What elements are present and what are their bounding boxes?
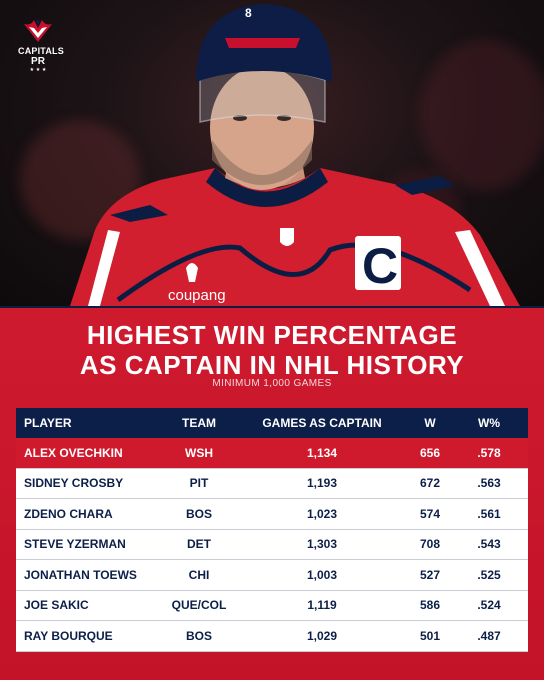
- beard: [212, 140, 312, 185]
- logo-text-capitals: CAPITALS: [18, 46, 64, 56]
- eagle-icon: [24, 19, 52, 42]
- cell-games: 1,029: [306, 628, 338, 643]
- table-row: JONATHAN TOEWS CHI 1,003 527 .525: [16, 560, 528, 591]
- cell-win-pct: .524: [477, 598, 501, 613]
- header-team: TEAM: [182, 416, 216, 430]
- cell-win-pct: .487: [477, 628, 501, 643]
- cell-player: ALEX OVECHKIN: [24, 445, 123, 460]
- cell-team: DET: [187, 537, 211, 552]
- logo-stars: ★ ★ ★: [29, 67, 47, 73]
- face: [210, 66, 314, 190]
- cell-games: 1,193: [306, 476, 338, 491]
- jersey: [70, 168, 520, 306]
- cell-player: RAY BOURQUE: [24, 628, 113, 643]
- cell-player: STEVE YZERMAN: [24, 537, 126, 552]
- cell-wins: 708: [419, 537, 441, 552]
- header-games: GAMES AS CAPTAIN: [262, 416, 382, 430]
- cell-games: 1,003: [306, 567, 338, 582]
- captain-patch: [355, 236, 401, 290]
- cell-wins: 574: [419, 506, 441, 521]
- visor: [199, 69, 326, 123]
- jersey-collar: [206, 168, 328, 207]
- table-row: ZDENO CHARA BOS 1,023 574 .561: [16, 499, 528, 530]
- cell-win-pct: .543: [477, 537, 501, 552]
- cell-wins: 501: [419, 628, 441, 643]
- cell-win-pct: .525: [477, 567, 501, 582]
- cell-games: 1,303: [306, 537, 338, 552]
- cell-win-pct: .578: [477, 445, 501, 460]
- cell-team: PIT: [189, 476, 209, 491]
- table-header-row: PLAYER TEAM GAMES AS CAPTAIN W W%: [16, 408, 528, 438]
- subtitle: MINIMUM 1,000 GAMES: [212, 378, 332, 389]
- title-line-2: AS CAPTAIN IN NHL HISTORY: [79, 350, 465, 380]
- cell-team: BOS: [185, 628, 212, 643]
- cell-games: 1,134: [306, 445, 338, 460]
- cell-wins: 672: [419, 476, 441, 491]
- captain-letter: C: [362, 238, 398, 294]
- cell-player: ZDENO CHARA: [24, 506, 113, 521]
- capitals-pr-logo: CAPITALS PR ★ ★ ★: [18, 16, 64, 73]
- cell-player: SIDNEY CROSBY: [24, 476, 124, 491]
- player-photo: 8 C coupang CAPITALS PR ★ ★ ★: [0, 0, 544, 306]
- cell-wins: 586: [419, 598, 441, 613]
- header-win-pct: W%: [478, 416, 500, 430]
- table-row: STEVE YZERMAN DET 1,303 708 .543: [16, 529, 528, 560]
- helmet-number: 8: [245, 6, 252, 20]
- cell-win-pct: .561: [477, 506, 501, 521]
- table-row: SIDNEY CROSBY PIT 1,193 672 .563: [16, 468, 528, 499]
- table-row: ALEX OVECHKIN WSH 1,134 656 .578: [16, 438, 528, 469]
- cell-team: QUE/COL: [171, 598, 227, 613]
- logo-text-pr: PR: [31, 56, 45, 67]
- sleeve-stripe: [455, 230, 505, 306]
- nhl-shield-icon: [280, 228, 294, 246]
- jersey-sponsor: coupang: [168, 287, 226, 304]
- cell-team: WSH: [185, 445, 213, 460]
- banner-divider: [0, 306, 544, 308]
- cell-wins: 656: [419, 445, 441, 460]
- sleeve-stripe: [88, 230, 120, 306]
- header-wins: W: [424, 416, 436, 430]
- helmet-logo: [225, 38, 300, 48]
- shoulder-star-logo: [395, 176, 455, 195]
- table-row: JOE SAKIC QUE/COL 1,119 586 .524: [16, 590, 528, 621]
- cell-games: 1,119: [307, 598, 337, 613]
- stats-table: PLAYER TEAM GAMES AS CAPTAIN W W% ALEX O…: [16, 408, 528, 652]
- table-row: RAY BOURQUE BOS 1,029 501 .487: [16, 621, 528, 652]
- cell-wins: 527: [419, 567, 441, 582]
- background-bokeh: [420, 40, 544, 190]
- sponsor-rocket-icon: [186, 263, 198, 282]
- cell-team: BOS: [185, 506, 212, 521]
- title-line-1: HIGHEST WIN PERCENTAGE: [86, 320, 458, 350]
- page-title: HIGHEST WIN PERCENTAGE AS CAPTAIN IN NHL…: [0, 320, 544, 380]
- cell-win-pct: .563: [477, 476, 501, 491]
- player-illustration: 8 C coupang: [70, 4, 520, 306]
- header-player: PLAYER: [24, 416, 72, 430]
- shoulder-star-logo: [110, 205, 168, 222]
- cell-games: 1,023: [306, 506, 338, 521]
- cell-team: CHI: [188, 567, 210, 582]
- cell-player: JOE SAKIC: [24, 598, 89, 613]
- cell-player: JONATHAN TOEWS: [24, 567, 137, 582]
